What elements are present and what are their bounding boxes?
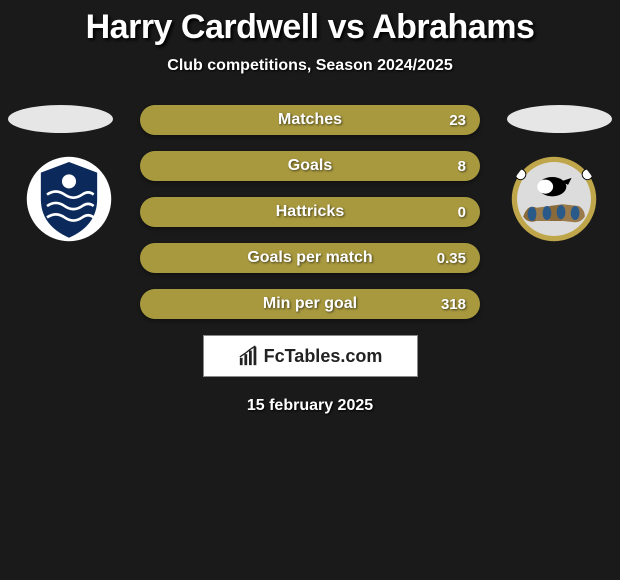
page-subtitle: Club competitions, Season 2024/2025 <box>0 57 620 75</box>
stat-right-value: 318 <box>441 296 466 313</box>
comparison-card: Harry Cardwell vs Abrahams Club competit… <box>0 0 620 415</box>
stats-list: Matches 23 Goals 8 Hattricks 0 Goals per… <box>140 105 480 319</box>
stat-right-value: 0 <box>458 204 466 221</box>
stat-row: Min per goal 318 <box>140 289 480 319</box>
club-crest-left <box>25 155 113 243</box>
stat-label: Hattricks <box>276 203 344 221</box>
stat-row: Matches 23 <box>140 105 480 135</box>
crest-right-icon <box>510 155 598 243</box>
crest-left-icon <box>25 155 113 243</box>
stat-label: Goals per match <box>247 249 372 267</box>
date-label: 15 february 2025 <box>0 397 620 415</box>
stat-right-value: 0.35 <box>437 250 466 267</box>
brand-box[interactable]: FcTables.com <box>203 335 418 377</box>
stat-right-value: 23 <box>449 112 466 129</box>
stat-row: Goals per match 0.35 <box>140 243 480 273</box>
player-photo-right <box>507 105 612 133</box>
club-crest-right <box>510 155 598 243</box>
stat-label: Matches <box>278 111 342 129</box>
stat-row: Hattricks 0 <box>140 197 480 227</box>
brand-label: FcTables.com <box>264 346 383 367</box>
player-photo-left <box>8 105 113 133</box>
page-title: Harry Cardwell vs Abrahams <box>0 8 620 47</box>
main-area: Matches 23 Goals 8 Hattricks 0 Goals per… <box>0 105 620 415</box>
stat-label: Min per goal <box>263 295 357 313</box>
stat-right-value: 8 <box>458 158 466 175</box>
bar-chart-icon <box>238 345 260 367</box>
stat-row: Goals 8 <box>140 151 480 181</box>
stat-label: Goals <box>288 157 332 175</box>
